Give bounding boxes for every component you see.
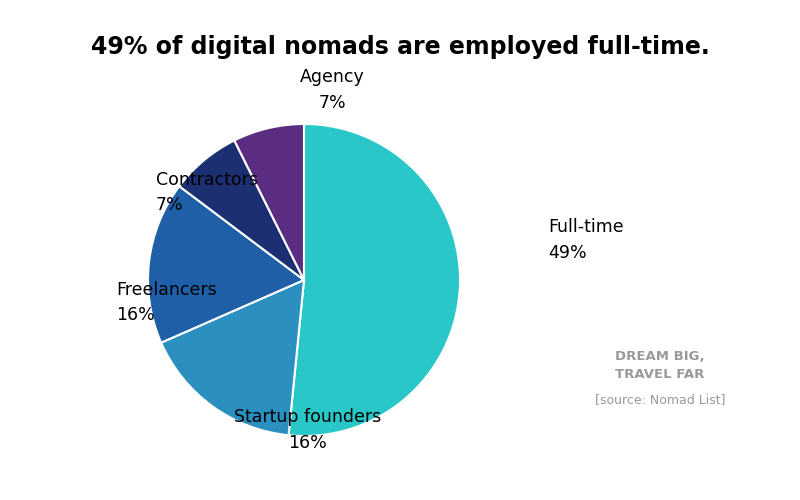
Text: 7%: 7% xyxy=(156,196,184,214)
Text: 49%: 49% xyxy=(548,244,586,262)
Text: 16%: 16% xyxy=(289,434,327,452)
Wedge shape xyxy=(289,124,460,436)
Wedge shape xyxy=(179,140,304,280)
Text: [source: Nomad List]: [source: Nomad List] xyxy=(594,394,726,406)
Wedge shape xyxy=(148,186,304,342)
Text: 7%: 7% xyxy=(318,94,346,112)
Text: Freelancers: Freelancers xyxy=(116,281,217,299)
Text: Agency: Agency xyxy=(300,68,364,86)
Text: Startup founders: Startup founders xyxy=(234,408,382,426)
Text: Contractors: Contractors xyxy=(156,171,258,189)
Text: 16%: 16% xyxy=(116,306,154,324)
Text: Full-time: Full-time xyxy=(548,218,624,236)
Wedge shape xyxy=(234,124,304,280)
Wedge shape xyxy=(161,280,304,435)
Text: 49% of digital nomads are employed full-time.: 49% of digital nomads are employed full-… xyxy=(90,35,710,59)
Text: DREAM BIG,
TRAVEL FAR: DREAM BIG, TRAVEL FAR xyxy=(615,350,705,380)
